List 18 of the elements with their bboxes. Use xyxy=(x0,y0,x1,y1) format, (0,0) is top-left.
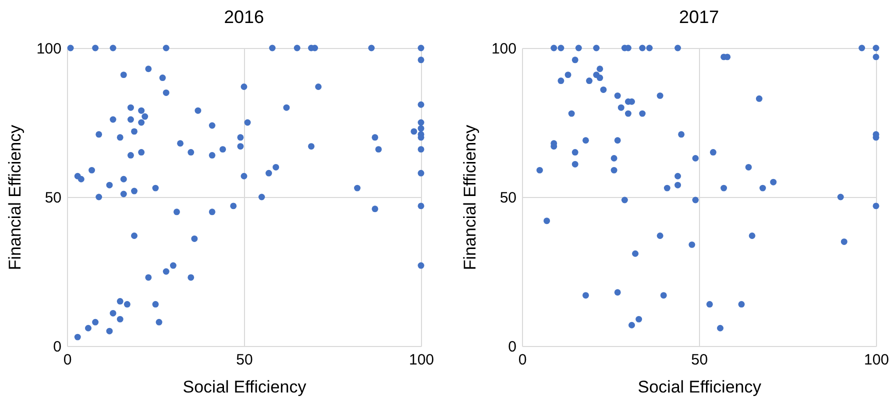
x-tick-label: 100 xyxy=(408,352,434,368)
y-tick-label: 100 xyxy=(491,40,516,58)
y-tick-label: 50 xyxy=(500,190,516,206)
x-tick-label: 50 xyxy=(691,352,708,368)
chart-title: 2016 xyxy=(224,7,264,27)
y-tick-label: 50 xyxy=(44,190,62,206)
x-axis-title: Social Efficiency xyxy=(638,378,762,396)
x-axis-title: Social Efficiency xyxy=(182,378,307,396)
y-tick-label: 100 xyxy=(36,40,62,58)
x-tick-label: 0 xyxy=(63,352,72,368)
y-tick-label: 0 xyxy=(508,338,516,356)
x-tick-label: 50 xyxy=(236,352,253,368)
y-tick-label: 0 xyxy=(53,338,62,356)
x-tick-label: 0 xyxy=(518,352,527,368)
y-axis-title: Financial Efficiency xyxy=(460,124,480,270)
chart-title: 2017 xyxy=(678,7,720,27)
x-tick-label: 100 xyxy=(864,352,890,368)
y-axis-title: Financial Efficiency xyxy=(5,124,24,270)
